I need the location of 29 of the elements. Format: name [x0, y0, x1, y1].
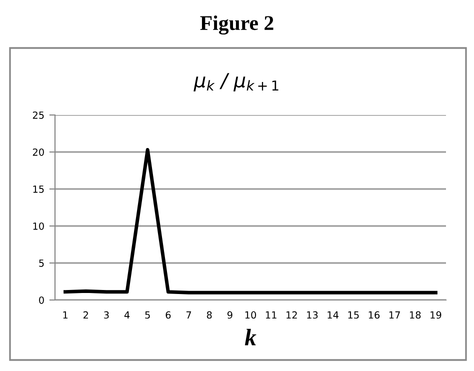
x-tick-label: 11 — [266, 311, 276, 318]
x-tick-label: 7 — [186, 311, 192, 318]
x-tick-label: 17 — [389, 311, 400, 318]
x-tick-label: 19 — [430, 311, 442, 319]
x-tick-label: 2 — [83, 311, 88, 318]
x-tick-label: 1 — [63, 311, 68, 318]
x-tick-label: 4 — [124, 311, 130, 318]
chart-subtitle: μ$_{k}$ / μ$_{k+1}$ — [194, 73, 278, 92]
x-tick-label: 18 — [410, 311, 421, 319]
x-tick-label: 3 — [104, 311, 109, 319]
x-tick-label: 5 — [145, 311, 150, 319]
x-tick-label: 9 — [227, 311, 232, 319]
y-tick-label: 20 — [32, 148, 44, 156]
y-tick-label: 15 — [33, 186, 44, 193]
x-tick-label: 14 — [328, 311, 338, 318]
x-tick-label: 16 — [368, 311, 380, 319]
line-series — [64, 148, 438, 294]
x-axis-title: k — [244, 328, 256, 346]
x-tick-label: 13 — [307, 311, 318, 319]
x-tick-label: 6 — [166, 311, 171, 319]
y-tick-label: 0 — [39, 296, 44, 304]
x-tick-label: 8 — [206, 311, 212, 319]
x-tick-label: 12 — [286, 311, 297, 318]
x-tick-label: 10 — [245, 311, 256, 319]
x-tick-label: 15 — [348, 311, 359, 319]
y-tick-label: 5 — [39, 260, 44, 267]
y-tick-label: 10 — [33, 222, 44, 230]
chart-title: Figure 2 — [200, 15, 274, 35]
y-tick-label: 25 — [32, 111, 44, 119]
